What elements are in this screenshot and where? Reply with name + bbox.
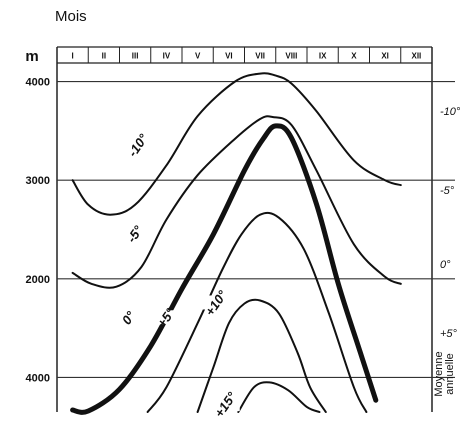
right-tick-label: -10° bbox=[440, 106, 461, 118]
isotherm-line bbox=[146, 211, 368, 413]
chart-title: Mois bbox=[55, 8, 87, 25]
isotherm-line bbox=[71, 115, 402, 289]
isotherm-label: +5° bbox=[154, 305, 178, 331]
isotherm-line bbox=[237, 381, 321, 413]
month-label: XI bbox=[381, 52, 389, 61]
isotherm-label-bg bbox=[124, 137, 153, 152]
month-label: VI bbox=[225, 52, 233, 61]
y-tick-label: 4000 bbox=[26, 77, 50, 89]
month-label: IX bbox=[319, 52, 327, 61]
month-label: III bbox=[132, 52, 139, 61]
isotherm-label-bg bbox=[152, 310, 181, 325]
month-label: X bbox=[351, 52, 357, 61]
right-tick-label: -5° bbox=[440, 185, 455, 197]
isotherm-line bbox=[70, 123, 379, 415]
month-label: IV bbox=[163, 52, 171, 61]
isotherm-label-bg bbox=[121, 226, 150, 241]
isotherm-label: -5° bbox=[124, 222, 146, 245]
isotherm-label-bg bbox=[202, 295, 231, 310]
y-tick-label: 3000 bbox=[26, 175, 50, 187]
isotherm-line bbox=[196, 298, 327, 413]
isotherm-line bbox=[71, 72, 402, 216]
isotherm-label-bg bbox=[211, 397, 240, 412]
y-axis-unit: m bbox=[25, 48, 38, 65]
month-label: VII bbox=[255, 52, 265, 61]
right-tick-label: 0° bbox=[440, 259, 451, 271]
month-label: VIII bbox=[285, 52, 297, 61]
annual-mean-label: Moyenne annuelle bbox=[433, 351, 456, 397]
right-tick-label: +5° bbox=[440, 328, 458, 340]
month-label: XII bbox=[411, 52, 421, 61]
month-label: V bbox=[195, 52, 201, 61]
y-tick-label: 2000 bbox=[26, 274, 50, 286]
month-label: I bbox=[72, 52, 74, 61]
y-tick-label: 4000 bbox=[26, 372, 50, 384]
month-label: II bbox=[102, 52, 106, 61]
isotherm-label-bg bbox=[114, 310, 143, 325]
